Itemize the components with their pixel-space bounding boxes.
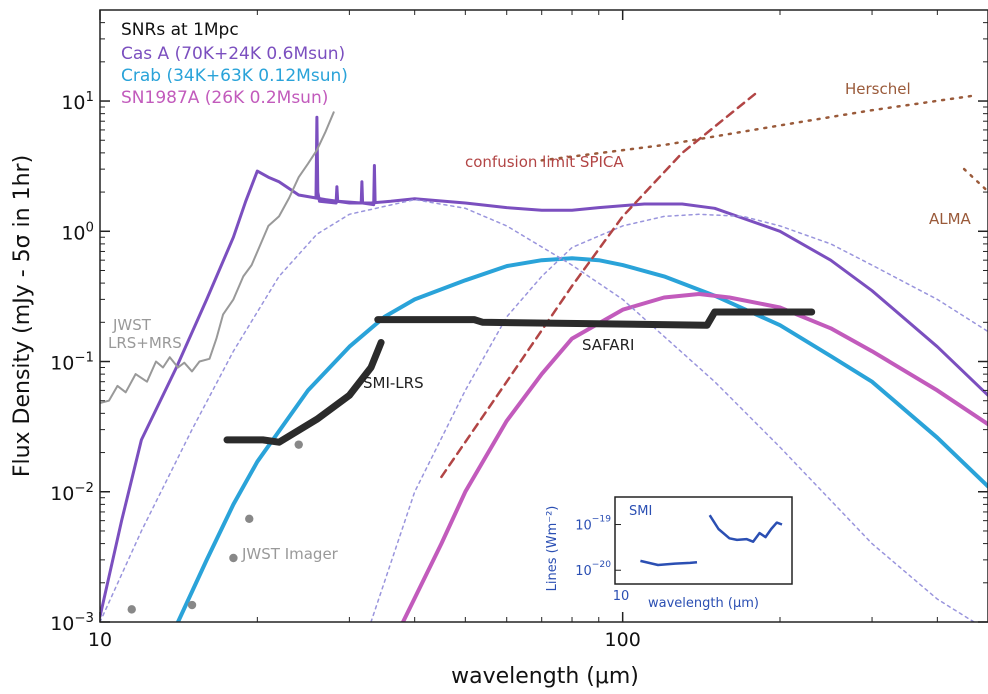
inset-y-label: Lines (Wm⁻²)	[545, 506, 560, 592]
jwst-imager-point-0	[127, 605, 136, 614]
y-axis-label: Flux Density (mJy - 5σ in 1hr)	[10, 155, 35, 477]
inset-x-label: wavelength (μm)	[648, 596, 759, 611]
series-spica_confusion	[440, 91, 758, 479]
jwst-imager-point-4	[294, 440, 303, 449]
jwst-imager-label: JWST Imager	[241, 545, 339, 563]
legend-entry: SN1987A (26K 0.2Msun)	[121, 88, 328, 108]
legend-entry: Cas A (70K+24K 0.6Msun)	[121, 44, 345, 64]
jwst-imager-point-2	[229, 553, 238, 563]
alma-label: ALMA	[929, 210, 972, 228]
legend-entry: Crab (34K+63K 0.12Msun)	[121, 66, 348, 86]
series-sn1987a	[401, 292, 988, 622]
safari-label: SAFARI	[582, 336, 634, 354]
series-alma	[962, 167, 987, 191]
jwst-imager-point-3	[245, 514, 254, 523]
legend-title: SNRs at 1Mpc	[121, 20, 239, 40]
y-tick-label: 10−1	[50, 351, 94, 375]
jwst-lrs-label: JWST	[112, 316, 152, 334]
series-crab	[176, 256, 988, 622]
series-jwst_lrs_mrs	[100, 111, 335, 404]
series-smi_lrs	[223, 339, 385, 446]
x-axis-label: wavelength (μm)	[451, 664, 639, 689]
jwst-imager-point-1	[187, 600, 197, 610]
spica-confusion-label: confusion limit SPICA	[465, 153, 624, 171]
y-tick-label: 100	[61, 220, 94, 244]
inset-y-tick-label: 10−20	[575, 560, 611, 579]
x-tick-label: 100	[605, 629, 641, 651]
inset-y-tick-label: 10−19	[575, 515, 611, 534]
inset-frame	[614, 496, 793, 585]
series-cas_a	[100, 169, 988, 619]
y-tick-label: 101	[61, 90, 94, 114]
y-tick-label: 10−2	[50, 481, 94, 505]
inset-x-tick-label: 10	[613, 589, 630, 604]
series-herschel	[540, 94, 976, 162]
inset-title: SMI	[629, 504, 652, 519]
series-dust_cold	[370, 213, 988, 622]
series-cas_a_spikes	[314, 115, 377, 207]
inset-series-1	[708, 514, 783, 543]
jwst-lrs-label: LRS+MRS	[108, 334, 182, 352]
plot-frame	[99, 9, 988, 623]
y-tick-label: 10−3	[50, 611, 94, 635]
series-dust_warm	[100, 198, 975, 622]
inset-series-0	[640, 559, 698, 567]
series-safari	[374, 308, 816, 329]
x-tick-label: 10	[88, 629, 112, 651]
herschel-label: Herschel	[845, 80, 911, 98]
smi-lrs-label: SMI-LRS	[363, 374, 424, 392]
